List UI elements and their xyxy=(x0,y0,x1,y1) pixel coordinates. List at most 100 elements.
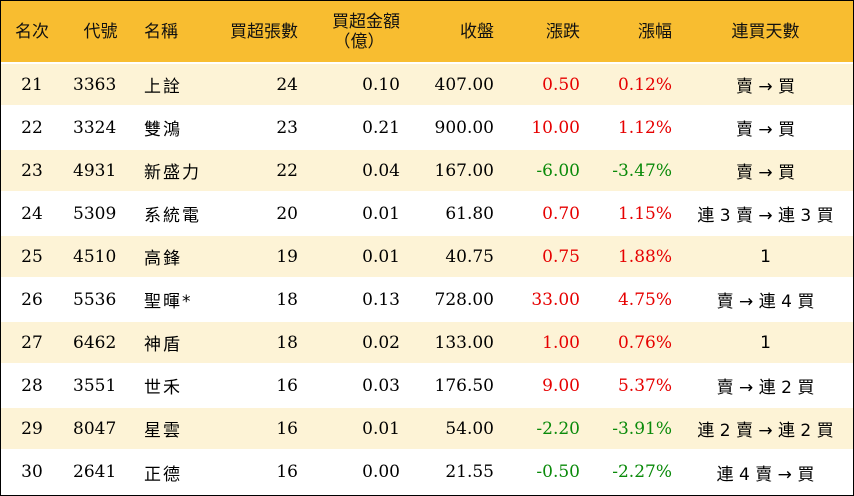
cell-net-amount: 0.13 xyxy=(362,289,400,310)
cell-streak: 連 2 賣 → 連 2 買 xyxy=(697,421,834,441)
cell-change: 0.75 xyxy=(542,246,580,267)
header-close[interactable]: 收盤 xyxy=(460,21,494,42)
cell-close: 133.00 xyxy=(434,332,494,353)
cell-change: -2.20 xyxy=(536,418,580,439)
cell-net-lots: 18 xyxy=(276,332,298,353)
header-net-amount-line2: （億） xyxy=(333,31,385,52)
cell-rank: 21 xyxy=(21,74,43,95)
cell-net-lots: 18 xyxy=(276,289,298,310)
table-row[interactable]: 26 5536 聖暉* 18 0.13 728.00 33.00 4.75% 賣 → 連 4 買 xyxy=(1,278,853,321)
header-change[interactable]: 漲跌 xyxy=(546,21,580,42)
cell-rank: 23 xyxy=(21,160,43,181)
cell-change-pct: 1.12% xyxy=(617,117,672,138)
cell-net-amount: 0.04 xyxy=(362,160,400,181)
table-row[interactable]: 21 3363 上詮 24 0.10 407.00 0.50 0.12% 賣 → 買 xyxy=(1,63,853,106)
cell-net-lots: 23 xyxy=(276,117,298,138)
cell-close: 54.00 xyxy=(445,418,494,439)
cell-net-lots: 19 xyxy=(276,246,298,267)
cell-code: 8047 xyxy=(73,418,117,439)
cell-close: 167.00 xyxy=(434,160,494,181)
table-row[interactable]: 25 4510 高鋒 19 0.01 40.75 0.75 1.88% 1 xyxy=(1,235,853,278)
cell-net-amount: 0.00 xyxy=(362,462,400,482)
cell-streak: 連 4 賣 → 買 xyxy=(716,464,815,485)
cell-code: 3324 xyxy=(73,117,117,138)
cell-change-pct: 1.15% xyxy=(617,203,672,224)
header-net-amount-line1: 買超金額 xyxy=(332,11,400,32)
table-row[interactable]: 29 8047 星雲 16 0.01 54.00 -2.20 -3.91% 連 2 賣 → 連 … xyxy=(1,407,853,450)
cell-change-pct: 0.76% xyxy=(617,332,672,353)
cell-close: 900.00 xyxy=(434,117,494,138)
header-row: 名次 代號 名稱 買超張數 買超金額 （億） 收盤 漲跌 漲幅 連買天數 xyxy=(1,1,853,63)
header-change-pct[interactable]: 漲幅 xyxy=(638,21,672,42)
cell-change: 33.00 xyxy=(531,289,580,310)
cell-close: 40.75 xyxy=(445,246,494,267)
table-row[interactable]: 24 5309 系統電 20 0.01 61.80 0.70 1.15% 連 3 賣 → 連 3… xyxy=(1,192,853,235)
cell-rank: 25 xyxy=(21,246,43,267)
cell-name: 星雲 xyxy=(144,421,182,441)
cell-name: 正德 xyxy=(144,464,182,485)
cell-close: 21.55 xyxy=(445,462,494,482)
cell-name: 新盛力 xyxy=(144,163,201,183)
cell-net-amount: 0.01 xyxy=(362,246,400,267)
cell-streak: 1 xyxy=(760,332,771,353)
cell-close: 407.00 xyxy=(434,74,494,95)
cell-net-lots: 16 xyxy=(276,375,298,396)
header-net-lots[interactable]: 買超張數 xyxy=(230,21,298,42)
cell-name: 雙鴻 xyxy=(144,120,182,140)
cell-rank: 28 xyxy=(21,375,43,396)
cell-net-amount: 0.01 xyxy=(362,203,400,224)
cell-streak: 連 3 賣 → 連 3 買 xyxy=(697,206,834,226)
cell-code: 3363 xyxy=(73,74,117,95)
cell-net-lots: 22 xyxy=(276,160,298,181)
cell-rank: 26 xyxy=(21,289,43,310)
cell-rank: 29 xyxy=(21,418,43,439)
cell-close: 728.00 xyxy=(434,289,494,310)
header-rank[interactable]: 名次 xyxy=(15,21,49,42)
cell-code: 4931 xyxy=(73,160,117,181)
cell-rank: 30 xyxy=(21,462,43,482)
table-row[interactable]: 22 3324 雙鴻 23 0.21 900.00 10.00 1.12% 賣 → 買 xyxy=(1,106,853,149)
cell-net-lots: 16 xyxy=(276,418,298,439)
cell-rank: 24 xyxy=(21,203,43,224)
cell-streak: 賣 → 連 4 買 xyxy=(716,292,815,312)
cell-streak: 賣 → 買 xyxy=(735,77,796,97)
cell-code: 3551 xyxy=(73,375,117,396)
cell-net-lots: 24 xyxy=(276,74,298,95)
cell-change-pct: 0.12% xyxy=(617,74,672,95)
cell-name: 聖暉* xyxy=(144,292,193,312)
cell-name: 世禾 xyxy=(144,378,182,398)
cell-net-lots: 16 xyxy=(276,462,298,482)
header-name[interactable]: 名稱 xyxy=(144,21,178,42)
cell-net-amount: 0.21 xyxy=(362,117,400,138)
cell-name: 神盾 xyxy=(144,335,182,355)
cell-change-pct: -3.47% xyxy=(612,160,672,181)
cell-code: 5536 xyxy=(73,289,117,310)
header-code[interactable]: 代號 xyxy=(83,21,118,42)
table-row[interactable]: 28 3551 世禾 16 0.03 176.50 9.00 5.37% 賣 → 連 2 買 xyxy=(1,364,853,407)
cell-code: 2641 xyxy=(73,462,117,482)
cell-code: 5309 xyxy=(73,203,117,224)
table-row[interactable]: 23 4931 新盛力 22 0.04 167.00 -6.00 -3.47% 賣 → 買 xyxy=(1,149,853,192)
table-row[interactable]: 30 2641 正德 16 0.00 21.55 -0.50 -2.27% 連 4 賣 → 買 xyxy=(1,450,853,493)
table-row[interactable]: 27 6462 神盾 18 0.02 133.00 1.00 0.76% 1 xyxy=(1,321,853,364)
cell-change: 1.00 xyxy=(542,332,580,353)
cell-close: 61.80 xyxy=(445,203,494,224)
cell-name: 高鋒 xyxy=(144,249,182,269)
cell-change-pct: 4.75% xyxy=(617,289,672,310)
cell-change: -0.50 xyxy=(536,462,580,482)
header-net-amount[interactable]: 買超金額 （億） xyxy=(308,1,408,63)
cell-code: 6462 xyxy=(73,332,117,353)
cell-net-amount: 0.02 xyxy=(362,332,400,353)
header-streak[interactable]: 連買天數 xyxy=(731,21,800,42)
cell-streak: 賣 → 連 2 買 xyxy=(716,378,815,398)
cell-rank: 22 xyxy=(21,117,43,138)
cell-code: 4510 xyxy=(73,246,117,267)
cell-change: 9.00 xyxy=(542,375,580,396)
cell-change-pct: 5.37% xyxy=(617,375,672,396)
cell-net-amount: 0.03 xyxy=(362,375,400,396)
cell-net-amount: 0.10 xyxy=(362,74,400,95)
cell-name: 系統電 xyxy=(144,206,201,226)
table-body: 21 3363 上詮 24 0.10 407.00 0.50 0.12% 賣 → 買 22 3324… xyxy=(1,63,853,493)
